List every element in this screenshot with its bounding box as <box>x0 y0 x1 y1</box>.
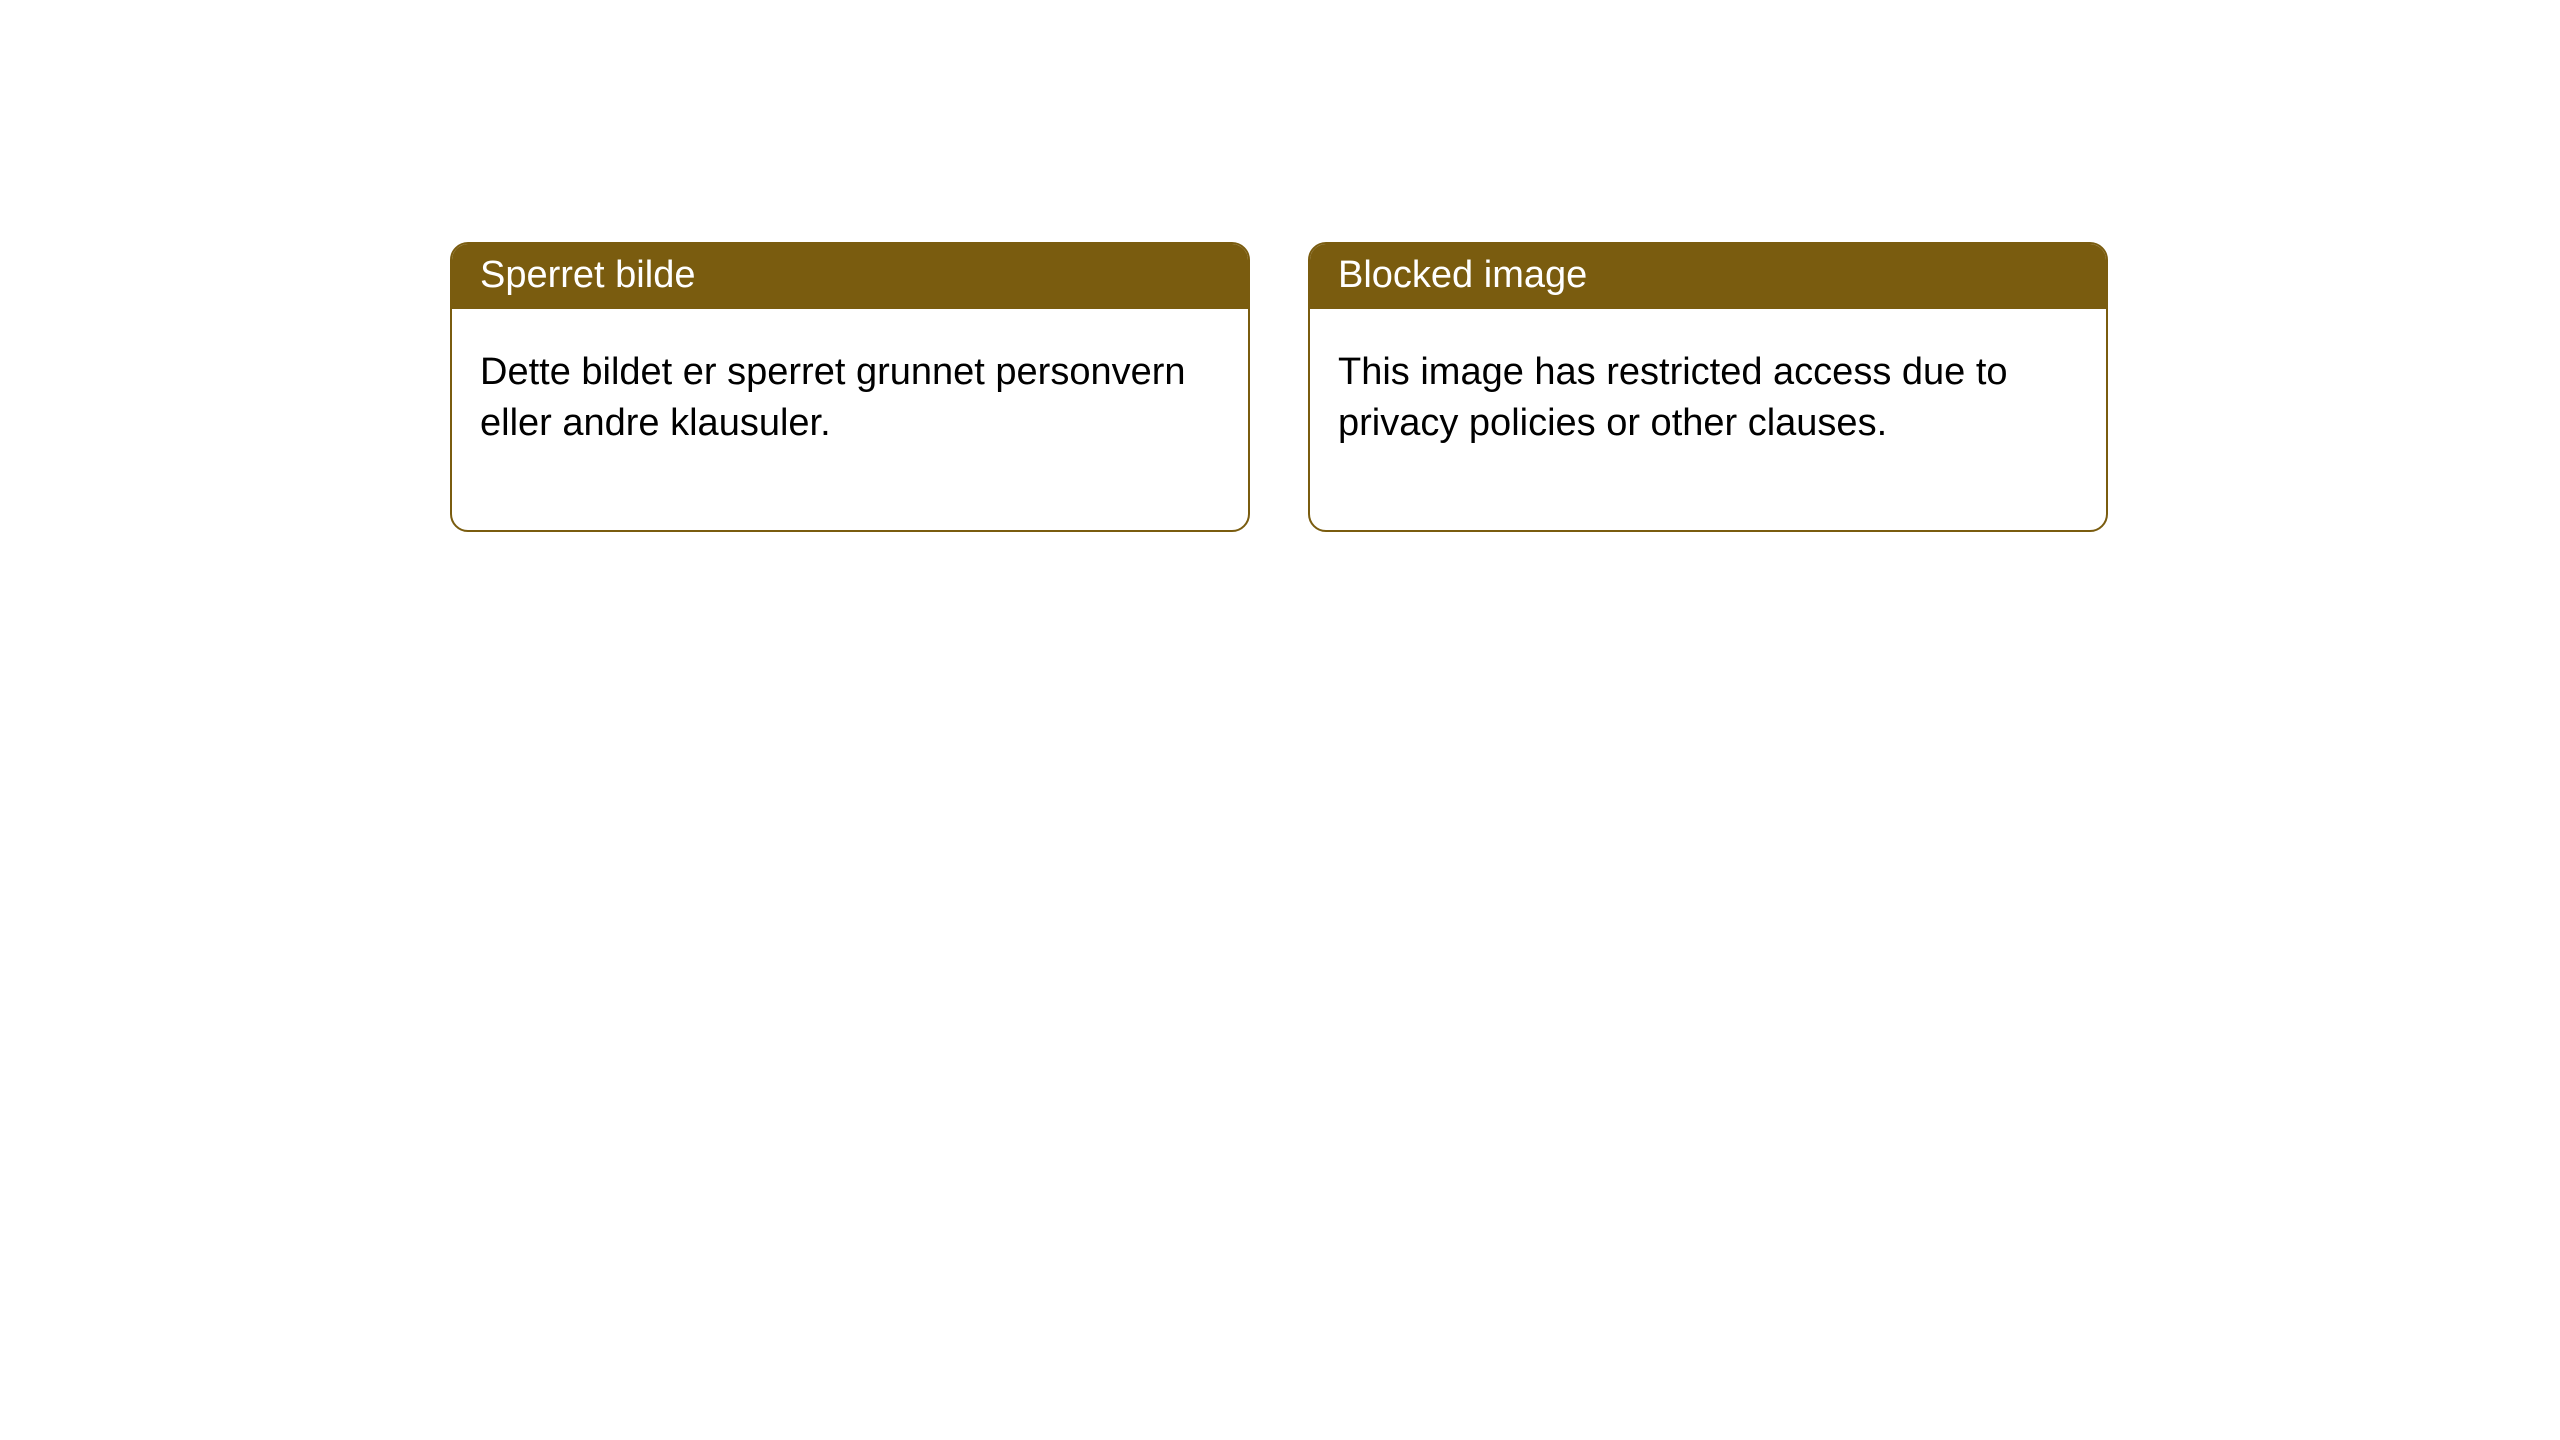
notice-box-norwegian: Sperret bilde Dette bildet er sperret gr… <box>450 242 1250 532</box>
notice-container: Sperret bilde Dette bildet er sperret gr… <box>450 242 2108 532</box>
notice-box-english: Blocked image This image has restricted … <box>1308 242 2108 532</box>
notice-header: Blocked image <box>1310 244 2106 309</box>
notice-body: This image has restricted access due to … <box>1310 309 2106 530</box>
notice-header: Sperret bilde <box>452 244 1248 309</box>
notice-body: Dette bildet er sperret grunnet personve… <box>452 309 1248 530</box>
